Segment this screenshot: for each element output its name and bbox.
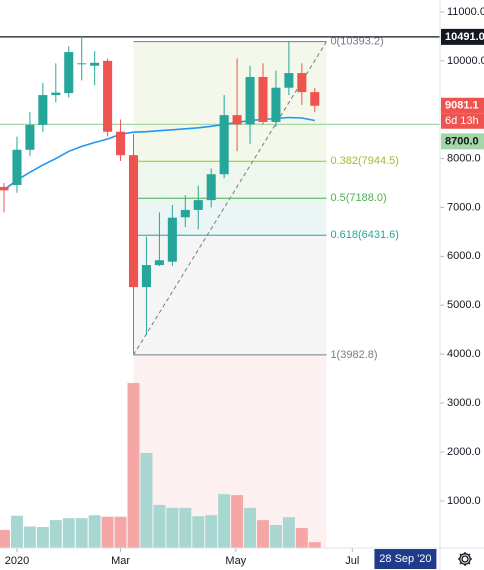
- fib-zone: [133, 161, 327, 199]
- y-tick-label: 5000.0: [447, 299, 481, 311]
- y-tick-label: 6000.0: [447, 250, 481, 262]
- fib-level-label: 0.618(6431.6): [330, 229, 399, 241]
- fib-level-label: 0.5(7188.0): [330, 192, 386, 204]
- last-price-box: [441, 97, 484, 114]
- candle-body: [103, 60, 113, 132]
- fib-zone: [133, 235, 327, 355]
- settings-icon-center: [461, 555, 469, 563]
- volume-bar: [88, 515, 101, 548]
- candle-body: [64, 52, 74, 94]
- x-tick-label: 2020: [5, 555, 29, 567]
- volume-bar: [244, 507, 257, 548]
- volume-bar: [308, 542, 321, 548]
- volume-bar: [10, 515, 23, 548]
- y-tick-label: 7000.0: [447, 201, 481, 213]
- volume-bar: [127, 382, 140, 548]
- x-tick-label: Jul: [345, 555, 359, 567]
- y2-tick-label: 3000.0: [447, 397, 481, 409]
- settings-icon-teeth: [458, 552, 472, 566]
- candle-body: [232, 115, 242, 125]
- volume-bar: [295, 527, 308, 548]
- candle-body: [193, 200, 203, 210]
- fib-level-label: 1(3982.8): [330, 349, 377, 361]
- fib-zone: [133, 198, 327, 236]
- volume-bar: [153, 504, 166, 548]
- candle-body: [271, 87, 281, 122]
- candle-body: [141, 265, 151, 288]
- volume-bar: [179, 507, 192, 548]
- volume-bar: [282, 517, 295, 548]
- cursor-time-box: [374, 549, 437, 569]
- volume-bar: [101, 516, 114, 548]
- fib-level-label: 0.382(7944.5): [330, 155, 399, 167]
- volume-bar: [166, 507, 179, 548]
- candle-body: [90, 62, 100, 66]
- candle-body: [258, 76, 268, 122]
- y2-tick-label: 1000.0: [447, 495, 481, 507]
- volume-bar: [36, 526, 49, 548]
- candle-body: [310, 92, 320, 106]
- cursor-time-label: 28 Sep '20: [379, 553, 431, 565]
- price-line-label: 10491.0: [445, 31, 484, 43]
- candle-body: [219, 115, 229, 175]
- volume-bar: [62, 518, 75, 548]
- countdown-label: 6d 13h: [445, 115, 479, 127]
- y2-tick-label: 2000.0: [447, 446, 481, 458]
- volume-bar: [114, 516, 127, 548]
- candle-body: [284, 73, 294, 88]
- candle-body: [12, 149, 22, 185]
- candle-body: [77, 63, 87, 65]
- y-tick-label: 10000.0: [447, 55, 484, 67]
- volume-bar: [218, 494, 231, 548]
- candle-body: [128, 155, 139, 288]
- volume-bar: [205, 515, 218, 548]
- price-line-label: 8700.0: [445, 135, 479, 147]
- y-tick-label: 11000.0: [447, 6, 484, 18]
- candle-body: [116, 131, 126, 156]
- candle-body: [167, 217, 177, 262]
- y-tick-label: 8000.0: [447, 152, 481, 164]
- y-tick-label: 4000.0: [447, 348, 481, 360]
- volume-bar: [75, 518, 88, 548]
- volume-bar: [49, 520, 62, 548]
- candle-body: [245, 76, 255, 125]
- candle-body: [25, 124, 35, 150]
- volume-bar: [140, 452, 153, 548]
- volume-bar: [192, 516, 205, 548]
- candle-body: [0, 186, 9, 191]
- fib-zone: [133, 41, 327, 162]
- x-tick-label: Mar: [111, 555, 130, 567]
- candle-body: [180, 209, 190, 218]
- volume-bar: [0, 529, 10, 548]
- candle-body: [206, 174, 216, 201]
- x-tick-label: May: [225, 555, 246, 567]
- last-price-label: 9081.1: [445, 100, 479, 112]
- countdown-box: [441, 113, 484, 129]
- candle-body: [51, 92, 61, 96]
- settings-icon-ring: [459, 553, 471, 565]
- price-line-box: [441, 133, 484, 150]
- volume-bar: [269, 525, 282, 548]
- volume-bar: [23, 526, 36, 548]
- candle-body: [38, 95, 48, 125]
- candle-body: [154, 260, 164, 266]
- volume-bar: [257, 520, 269, 548]
- settings-icon[interactable]: [458, 552, 472, 566]
- fib-level-label: 0(10393.2): [330, 36, 383, 48]
- plot: 0(10393.2) 0.382(7944.5) 0.5(7188.0) 0.618(…: [0, 6, 484, 569]
- fib-trend-line: [133, 41, 327, 356]
- candle-body: [297, 73, 307, 93]
- price-line-box: [441, 28, 484, 45]
- volume-bar: [231, 495, 244, 548]
